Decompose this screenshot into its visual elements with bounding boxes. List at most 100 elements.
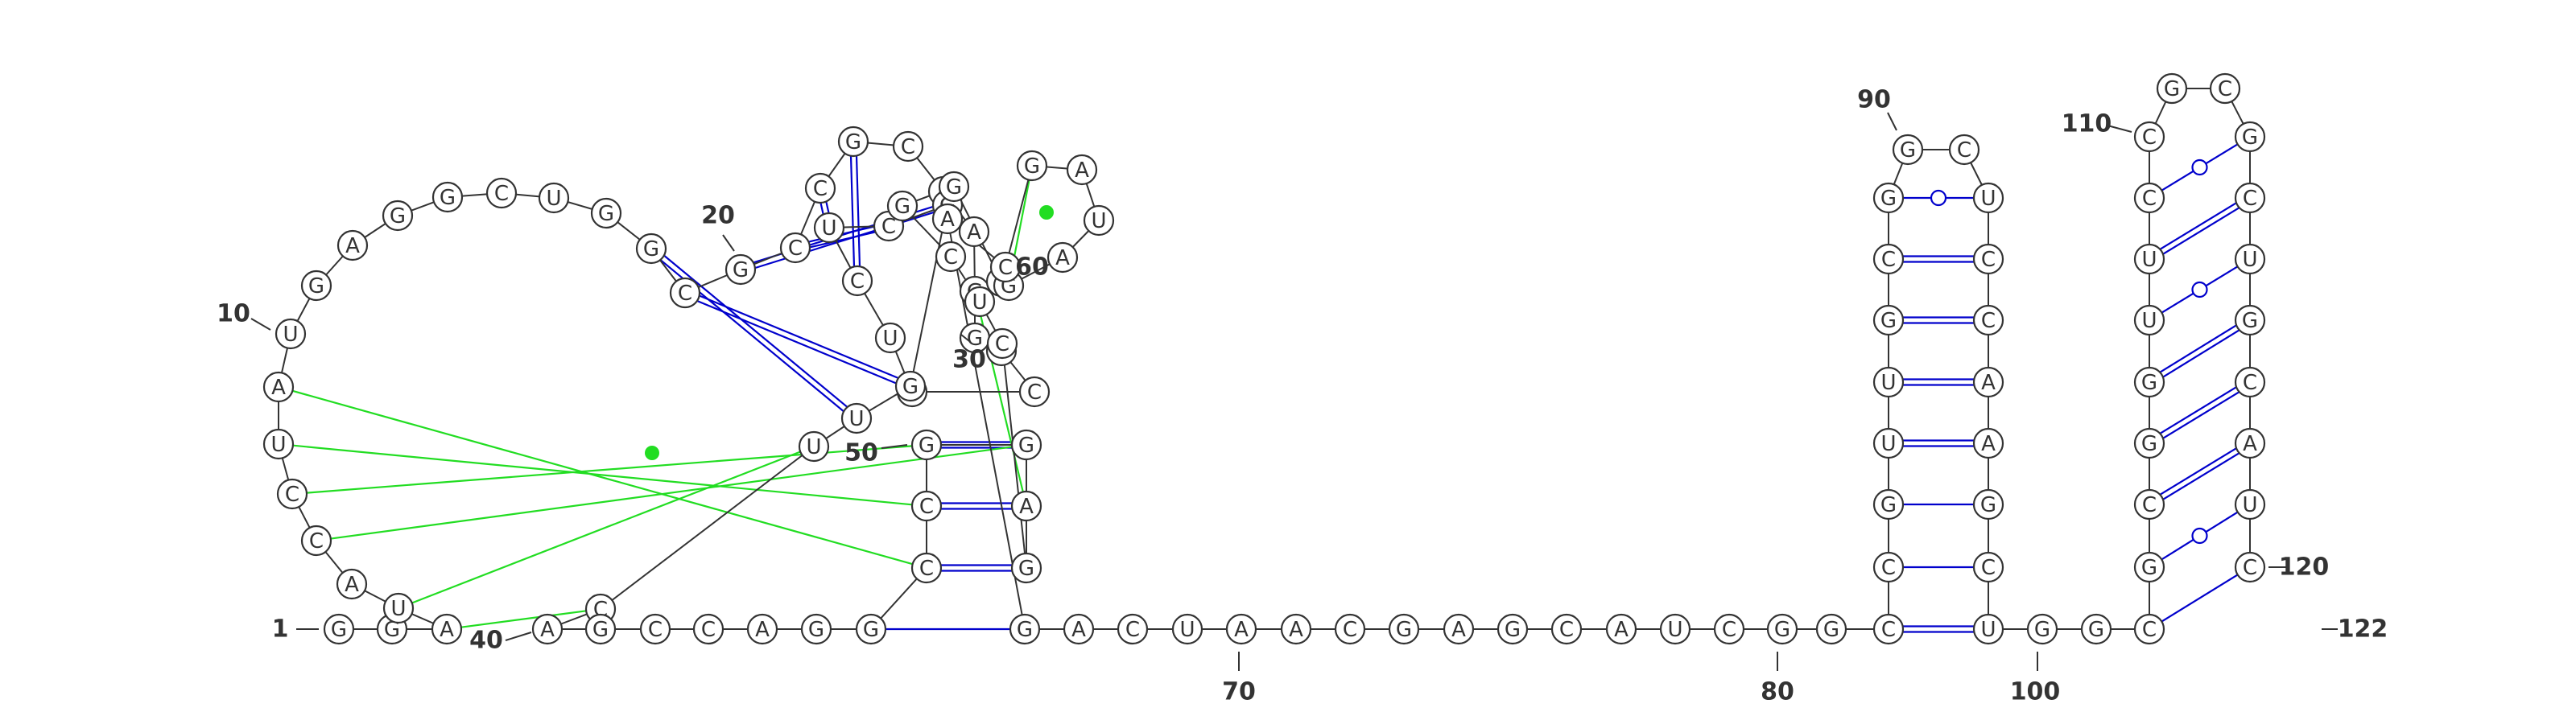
nucleotide-letter: G <box>2088 618 2104 642</box>
nucleotide-letter: A <box>440 618 454 642</box>
nucleotide-letter: C <box>919 495 934 519</box>
nucleotide-letter: U <box>1980 618 1996 642</box>
nucleotide-circle <box>262 428 295 460</box>
nucleotide: C <box>1872 551 1905 583</box>
nucleotide-letter: G <box>863 618 879 642</box>
nucleotide-letter: U <box>1091 209 1106 233</box>
base-pair-line <box>699 294 899 379</box>
position-number-40: 40 <box>469 627 532 655</box>
nucleotide-letter: G <box>440 186 456 210</box>
position-label: 70 <box>1222 678 1256 706</box>
nucleotide: U <box>1972 613 2004 645</box>
nucleotide-circle <box>1066 154 1098 186</box>
nucleotide-circle <box>1046 241 1079 274</box>
nucleotide-circle <box>2234 366 2266 398</box>
nucleotide-circle <box>1872 613 1905 645</box>
base-pair-line <box>2159 202 2237 250</box>
nucleotide-circle <box>262 371 295 403</box>
nucleotide-circle <box>931 203 964 235</box>
nucleotide-letter: G <box>1980 493 1996 517</box>
nucleotide: G <box>1496 613 1529 645</box>
base-pair-line <box>292 444 913 506</box>
nucleotide-letter: A <box>345 573 359 597</box>
nucleotide-circle <box>1872 243 1905 275</box>
nucleotide-letter: C <box>2142 618 2157 642</box>
nucleotide-circle <box>874 322 906 354</box>
nucleotide: A <box>531 613 564 645</box>
nucleotide-letter: C <box>788 237 803 261</box>
nucleotide-circle <box>2234 427 2266 459</box>
nucleotide: G <box>1872 488 1905 521</box>
nucleotide-circle <box>2209 72 2241 105</box>
position-number-60: 60 <box>1015 253 1049 282</box>
nucleotide-circle <box>1016 150 1048 182</box>
nucleotide-circle <box>1171 613 1203 645</box>
nucleotide: A <box>1225 613 1257 645</box>
nucleotide-letter: U <box>546 187 561 211</box>
nucleotide-letter: U <box>2141 248 2157 272</box>
nucleotide-letter: U <box>1880 371 1896 395</box>
nucleotide-circle <box>1280 613 1312 645</box>
position-label: 90 <box>1857 86 1891 114</box>
nucleotide: C <box>276 478 308 510</box>
nucleotide-letter: U <box>821 216 836 241</box>
nucleotide: G <box>2234 304 2266 336</box>
position-number-100: 100 <box>2010 652 2060 706</box>
base-pair-line <box>855 155 861 266</box>
nucleotide: G <box>1388 613 1420 645</box>
base-pair-line <box>2159 447 2237 496</box>
nucleotide-letter: C <box>1559 618 1574 642</box>
nucleotide: C <box>1972 551 2004 583</box>
nucleotide: C <box>2133 121 2165 153</box>
nucleotide-letter: G <box>1880 309 1897 333</box>
nucleotide-letter: G <box>1505 618 1521 642</box>
nucleotide: C <box>841 265 873 297</box>
nucleotide-circle <box>1605 613 1637 645</box>
nucleotide: U <box>1659 613 1691 645</box>
nucleotide-letter: G <box>1900 138 1916 163</box>
nucleotide-circle <box>1010 490 1042 522</box>
nucleotide: A <box>958 216 990 248</box>
nucleotide-letter: C <box>813 177 828 201</box>
nucleotide-letter: U <box>1179 618 1195 642</box>
nucleotide: G <box>2156 72 2188 105</box>
nucleotide-circle <box>300 270 332 302</box>
nucleotide-circle <box>1010 429 1042 461</box>
nucleotide: U <box>798 430 830 463</box>
nucleotide-layer: GGAUACCUAUGAGGCUGGCGCCGCAAGGCCGUCUCGGUUC… <box>262 72 2266 645</box>
backbone-link <box>1001 343 1027 569</box>
nucleotide: U <box>840 402 873 434</box>
base-pair-line <box>696 300 897 385</box>
nucleotide-letter: A <box>1614 618 1629 642</box>
position-label: 1 <box>272 615 289 644</box>
nucleotide-letter: A <box>1234 618 1249 642</box>
base-pair-line <box>2159 324 2237 373</box>
nucleotide-circle <box>1892 134 1924 166</box>
nucleotide-circle <box>2133 613 2165 645</box>
position-label: 80 <box>1761 678 1794 706</box>
nucleotide: C <box>1872 243 1905 275</box>
nucleotide-circle <box>2133 304 2165 336</box>
nucleotide: G <box>584 613 617 645</box>
nucleotide-letter: A <box>1055 246 1070 270</box>
position-number-120: 120 <box>2268 553 2329 582</box>
nucleotide-circle <box>1972 182 2004 214</box>
nucleotide: U <box>2234 243 2266 275</box>
base-pair-line <box>825 201 830 213</box>
position-tick <box>960 334 970 342</box>
nucleotide: C <box>892 130 924 163</box>
nucleotide-circle <box>431 181 464 213</box>
nucleotide-circle <box>892 130 924 163</box>
nucleotide-circle <box>1972 366 2004 398</box>
nucleotide-circle <box>724 253 757 286</box>
nucleotide-letter: G <box>2141 371 2157 395</box>
base-pair-line <box>292 389 913 566</box>
nucleotide-letter: G <box>808 618 824 642</box>
nucleotide: G <box>635 232 667 265</box>
nucleotide: A <box>1605 613 1637 645</box>
nucleotide-letter: C <box>2142 493 2157 517</box>
nucleotide: C <box>1117 613 1149 645</box>
nucleotide-letter: U <box>1667 618 1682 642</box>
nucleotide: C <box>2133 613 2165 645</box>
nucleotide-circle <box>485 177 518 209</box>
